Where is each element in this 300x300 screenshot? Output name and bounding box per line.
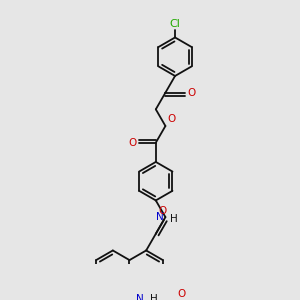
Text: H: H — [150, 294, 158, 300]
Text: Cl: Cl — [169, 19, 181, 29]
Text: O: O — [167, 114, 176, 124]
Text: O: O — [178, 289, 186, 299]
Text: O: O — [187, 88, 196, 98]
Text: N: N — [156, 212, 164, 222]
Text: O: O — [128, 138, 137, 148]
Text: O: O — [158, 206, 167, 216]
Text: N: N — [136, 294, 144, 300]
Text: H: H — [170, 214, 177, 224]
